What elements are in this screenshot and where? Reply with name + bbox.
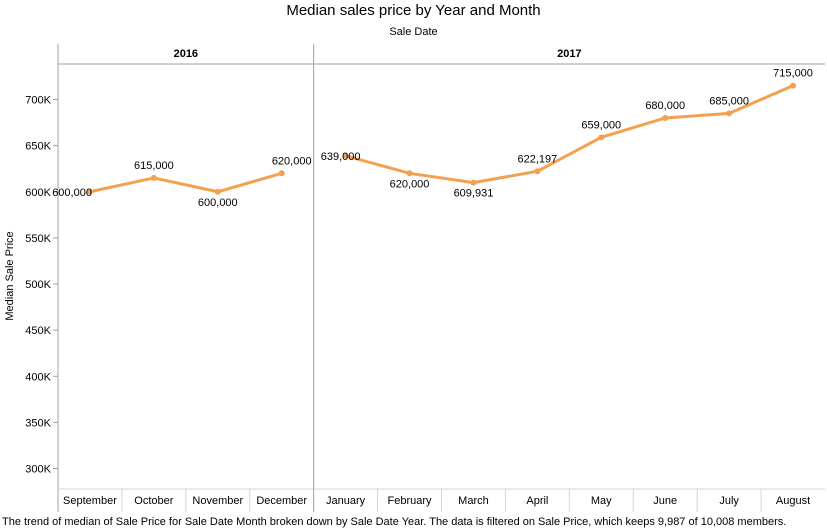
data-points — [86, 82, 797, 195]
data-label: 715,000 — [773, 68, 813, 80]
line-chart: 300K 350K 400K 450K 500K 550K 600K 650K 700K 201… — [4, 44, 825, 512]
y-tick-label: 650K — [25, 141, 51, 153]
data-label: 620,000 — [390, 178, 430, 190]
series-lines — [88, 84, 795, 194]
data-label: 685,000 — [709, 95, 749, 107]
x-tick-label: January — [326, 495, 366, 507]
data-label: 659,000 — [581, 119, 621, 131]
x-tick-label: July — [719, 495, 739, 507]
data-point — [726, 110, 733, 117]
data-point — [278, 170, 285, 177]
series-line-2016 — [88, 171, 284, 194]
data-point — [342, 152, 349, 159]
x-tick-label: April — [526, 495, 548, 507]
data-label: 609,931 — [454, 188, 494, 200]
x-axis: September October November December January F… — [63, 489, 810, 512]
data-label: 639,000 — [321, 151, 361, 163]
data-label: 620,000 — [272, 155, 312, 167]
year-header: 2017 — [557, 48, 581, 60]
data-point — [150, 174, 157, 181]
y-tick-label: 400K — [25, 371, 51, 383]
chart-title: Median sales price by Year and Month — [286, 2, 541, 19]
x-tick-label: June — [653, 495, 677, 507]
year-headers: 2016 2017 — [174, 48, 582, 60]
x-tick-label: March — [458, 495, 489, 507]
y-tick-label: 600K — [25, 187, 51, 199]
data-point — [470, 179, 477, 186]
x-tick-label: December — [256, 495, 307, 507]
data-label: 680,000 — [645, 100, 685, 112]
data-point — [406, 170, 413, 177]
data-point — [662, 114, 669, 121]
data-point — [790, 82, 797, 89]
y-axis-label: Median Sale Price — [4, 231, 16, 320]
y-tick-label: 350K — [25, 417, 51, 429]
y-axis: 300K 350K 400K 450K 500K 550K 600K 650K 700K — [25, 95, 58, 476]
data-label: 622,197 — [517, 153, 557, 165]
y-tick-label: 450K — [25, 325, 51, 337]
data-point — [598, 134, 605, 141]
x-axis-header: Sale Date — [389, 26, 438, 38]
y-tick-label: 550K — [25, 233, 51, 245]
x-tick-label: February — [388, 495, 433, 507]
x-tick-label: August — [776, 495, 810, 507]
year-header: 2016 — [174, 48, 198, 60]
y-tick-label: 700K — [25, 95, 51, 107]
x-tick-label: November — [192, 495, 243, 507]
x-tick-label: October — [134, 495, 173, 507]
series-line-2017 — [344, 84, 795, 185]
y-tick-label: 300K — [25, 464, 51, 476]
x-tick-label: September — [63, 495, 117, 507]
data-label: 600,000 — [198, 197, 238, 209]
data-label: 615,000 — [134, 160, 174, 172]
chart-caption: The trend of median of Sale Price for Sa… — [2, 516, 787, 528]
x-tick-label: May — [591, 495, 612, 507]
data-point — [534, 168, 541, 175]
data-point — [214, 188, 221, 195]
data-labels: 600,000 615,000 600,000 620,000 639,000 620,0… — [52, 68, 813, 209]
y-tick-label: 500K — [25, 279, 51, 291]
data-label: 600,000 — [52, 187, 92, 199]
data-point — [86, 188, 93, 195]
